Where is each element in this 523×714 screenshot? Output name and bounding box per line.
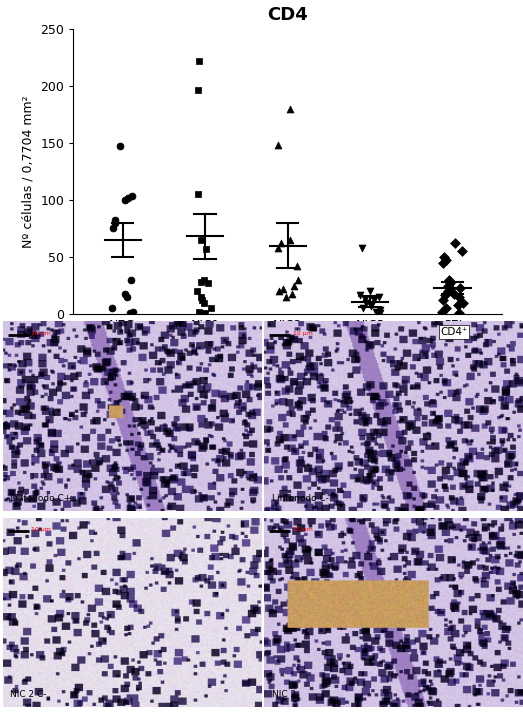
Point bbox=[195, 306, 203, 318]
Text: Linfonodo C+: Linfonodo C+ bbox=[10, 494, 72, 503]
Point bbox=[367, 301, 376, 312]
Point bbox=[126, 307, 134, 318]
Point bbox=[442, 303, 450, 314]
Point bbox=[200, 297, 209, 308]
Point bbox=[441, 289, 449, 301]
Text: NIC 2 C-: NIC 2 C- bbox=[10, 690, 47, 699]
Point bbox=[195, 55, 203, 66]
Y-axis label: Nº células / 0,7704 mm²: Nº células / 0,7704 mm² bbox=[22, 95, 35, 248]
Point bbox=[123, 192, 132, 203]
Point bbox=[455, 291, 463, 303]
Point bbox=[459, 297, 467, 308]
Point bbox=[444, 280, 452, 291]
Point bbox=[362, 297, 370, 308]
Point bbox=[111, 215, 120, 226]
Point bbox=[439, 295, 448, 306]
Text: 10 μm: 10 μm bbox=[31, 528, 51, 533]
Point bbox=[201, 243, 210, 255]
Point bbox=[109, 223, 117, 234]
Point bbox=[366, 286, 374, 297]
Point bbox=[438, 306, 446, 318]
Text: 10 μm: 10 μm bbox=[292, 528, 312, 533]
Point bbox=[274, 242, 282, 253]
Point bbox=[197, 234, 205, 246]
Text: CD4⁺: CD4⁺ bbox=[440, 327, 468, 337]
Point bbox=[450, 238, 459, 249]
Point bbox=[288, 288, 296, 299]
Text: Linfonodo C-: Linfonodo C- bbox=[272, 494, 329, 503]
Point bbox=[275, 286, 283, 297]
Point bbox=[369, 295, 378, 306]
Text: 10 μm: 10 μm bbox=[292, 331, 312, 336]
Point bbox=[116, 141, 124, 152]
Point bbox=[194, 286, 202, 297]
Point bbox=[201, 307, 210, 318]
Point bbox=[455, 307, 463, 318]
Point bbox=[290, 280, 299, 291]
Point bbox=[194, 188, 202, 200]
Point bbox=[121, 288, 129, 299]
Point bbox=[286, 103, 294, 114]
Point bbox=[286, 234, 294, 246]
Point bbox=[128, 191, 137, 202]
Point bbox=[359, 303, 368, 314]
Point bbox=[194, 84, 202, 96]
Point bbox=[444, 286, 452, 297]
Point bbox=[123, 291, 131, 303]
Point bbox=[282, 291, 291, 303]
Point bbox=[279, 283, 288, 295]
Point bbox=[293, 261, 301, 272]
Point bbox=[442, 255, 450, 266]
Point bbox=[374, 291, 383, 303]
Point bbox=[367, 299, 375, 311]
Point bbox=[361, 293, 369, 305]
Point bbox=[198, 295, 207, 306]
Point bbox=[458, 246, 466, 257]
Point bbox=[454, 299, 463, 311]
Title: CD4: CD4 bbox=[267, 6, 308, 24]
Point bbox=[276, 238, 285, 249]
Point bbox=[445, 274, 453, 286]
Point bbox=[356, 289, 365, 301]
Point bbox=[197, 276, 205, 288]
Point bbox=[293, 274, 302, 286]
Point bbox=[446, 283, 454, 295]
Point bbox=[374, 307, 383, 318]
Point bbox=[376, 307, 384, 318]
Point bbox=[108, 303, 117, 314]
Point bbox=[439, 257, 447, 268]
Point bbox=[446, 278, 454, 289]
Point bbox=[274, 139, 282, 151]
Point bbox=[207, 303, 215, 314]
Point bbox=[127, 274, 135, 286]
Point bbox=[358, 242, 366, 253]
Point bbox=[372, 306, 380, 318]
Point bbox=[203, 278, 212, 289]
Point bbox=[449, 288, 458, 299]
Text: NIC 2: NIC 2 bbox=[272, 690, 296, 699]
Point bbox=[440, 251, 448, 263]
Point bbox=[197, 291, 205, 303]
Point bbox=[111, 217, 120, 228]
Point bbox=[200, 274, 208, 286]
Point bbox=[129, 306, 137, 318]
Point bbox=[121, 194, 129, 206]
Text: 10 μm: 10 μm bbox=[31, 331, 51, 336]
Point bbox=[376, 304, 384, 316]
Point bbox=[456, 282, 464, 293]
